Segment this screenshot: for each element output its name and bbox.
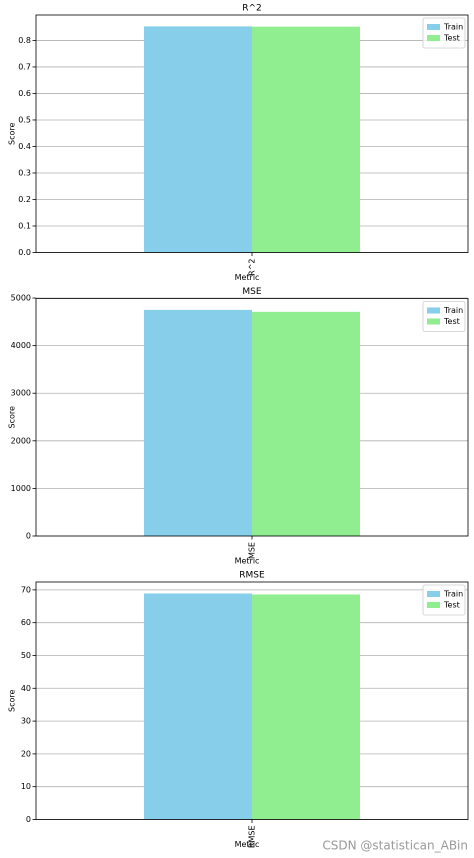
y-tick-label: 4000 <box>11 341 31 350</box>
legend-swatch <box>427 307 440 314</box>
y-tick-label: 3000 <box>11 389 31 398</box>
plot-frame <box>35 14 469 253</box>
legend-label: Train <box>443 23 463 32</box>
bar <box>252 311 360 536</box>
y-tick-label: 0 <box>26 815 31 824</box>
y-tick-label: 50 <box>21 651 31 660</box>
legend-swatch <box>427 602 440 608</box>
y-tick-label: 10 <box>21 782 31 791</box>
bar <box>144 309 252 536</box>
legend-label: Test <box>443 317 460 326</box>
y-tick-label: 0.2 <box>18 195 31 204</box>
bar <box>144 26 252 253</box>
y-tick-label: 20 <box>21 749 31 758</box>
y-tick-label: 70 <box>21 585 31 594</box>
x-axis-label: Metric <box>235 840 260 849</box>
y-tick-label: 0.4 <box>18 142 31 151</box>
y-tick-label: 0.7 <box>18 62 31 71</box>
y-axis-label: Score <box>8 689 17 711</box>
x-tick-label: R^2 <box>248 259 257 276</box>
bar <box>252 26 360 253</box>
legend-label: Test <box>443 601 460 610</box>
legend-swatch <box>427 591 440 597</box>
legend-swatch <box>427 24 440 30</box>
y-tick-label: 40 <box>21 684 31 693</box>
y-tick-label: 0.5 <box>18 115 31 124</box>
legend-swatch <box>427 318 440 325</box>
x-axis-label: Metric <box>235 557 260 566</box>
y-tick-label: 30 <box>21 717 31 726</box>
y-tick-label: 0.0 <box>18 248 31 257</box>
y-tick-label: 0.8 <box>18 36 31 45</box>
x-tick-label: RMSE <box>248 826 257 849</box>
x-tick-label: MSE <box>248 542 257 559</box>
plot-frame <box>35 298 469 537</box>
y-tick-label: 2000 <box>11 436 31 445</box>
watermark: CSDN @statistican_ABin <box>322 839 468 853</box>
x-axis-label: Metric <box>235 273 260 282</box>
y-tick-label: 0.6 <box>18 89 31 98</box>
chart-title: RMSE <box>239 571 265 581</box>
legend-label: Test <box>443 34 460 43</box>
legend-label: Train <box>443 590 463 599</box>
bar <box>144 593 252 820</box>
y-tick-label: 0.3 <box>18 168 31 177</box>
y-tick-label: 60 <box>21 618 31 627</box>
y-tick-label: 1000 <box>11 484 31 493</box>
legend-swatch <box>427 35 440 41</box>
y-axis-label: Score <box>8 122 17 144</box>
legend-label: Train <box>443 306 463 315</box>
plot-frame <box>35 581 469 820</box>
y-tick-label: 0.1 <box>18 221 31 230</box>
bar <box>252 594 360 820</box>
chart-title: R^2 <box>242 4 262 14</box>
y-tick-label: 0 <box>26 532 31 541</box>
chart-title: MSE <box>242 287 261 297</box>
y-tick-label: 5000 <box>11 294 31 303</box>
y-axis-label: Score <box>8 406 17 428</box>
